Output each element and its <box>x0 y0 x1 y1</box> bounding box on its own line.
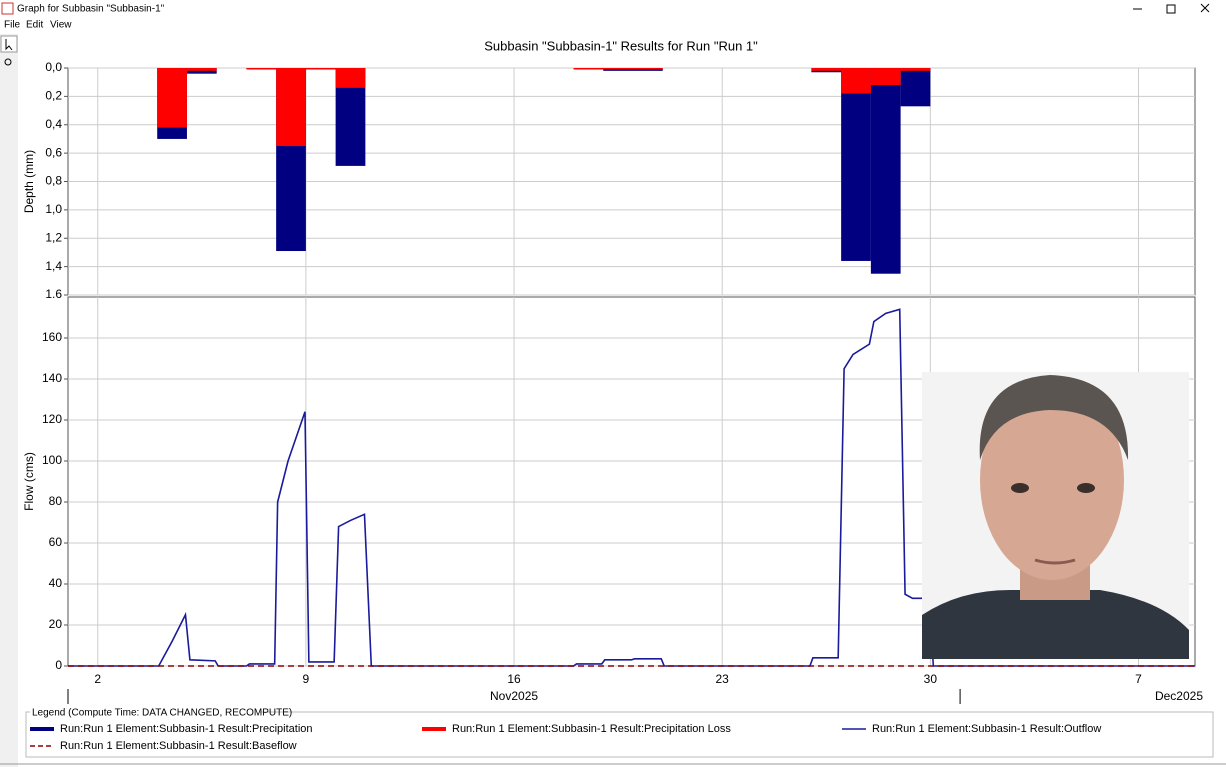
y-tick-label: 1,2 <box>45 230 62 244</box>
photo-eye <box>1011 483 1029 493</box>
bar <box>632 68 663 70</box>
window-title: Graph for Subbasin "Subbasin-1" <box>17 4 165 15</box>
toolbar <box>0 34 18 767</box>
photo-mouth <box>1034 558 1076 565</box>
close-button[interactable] <box>1200 3 1210 13</box>
arrow-icon <box>5 39 13 51</box>
select-tool[interactable] <box>0 35 18 53</box>
menu-item[interactable]: Edit <box>26 20 43 31</box>
bar <box>870 68 901 86</box>
bar <box>186 68 217 71</box>
bar <box>900 68 931 71</box>
y-tick-label: 0,2 <box>45 89 62 103</box>
y-tick-label: 0,6 <box>45 145 62 159</box>
menu-item[interactable]: View <box>50 20 72 31</box>
bar <box>305 68 336 70</box>
y-tick-label: 20 <box>49 617 63 631</box>
y-axis-label: Flow (cms) <box>22 452 36 511</box>
x-tick-label: 9 <box>303 672 310 686</box>
legend-label: Run:Run 1 Element:Subbasin-1 Result:Prec… <box>452 723 731 735</box>
y-axis-label: Depth (mm) <box>22 150 36 213</box>
y-tick-label: 140 <box>42 371 62 385</box>
plots: 0,0 0,2 0,4 0,6 0,8 1,0 1,2 1,4 1.6 Depth (mm) 2 9 1… <box>22 60 1203 704</box>
bar <box>841 68 871 94</box>
x-tick-label: 30 <box>924 672 938 686</box>
legend-label: Run:Run 1 Element:Subbasin-1 Result:Outf… <box>872 723 1101 735</box>
photo-face <box>980 380 1124 580</box>
bar <box>603 68 633 70</box>
y-tick-label: 100 <box>42 453 62 467</box>
bar <box>246 68 277 70</box>
zoom-tool[interactable] <box>4 58 12 66</box>
bar <box>841 68 871 261</box>
bar <box>573 68 604 70</box>
legend-box <box>25 711 1214 758</box>
legend: Run:Run 1 Element:Subbasin-1 Result:Prec… <box>30 723 1101 752</box>
bar <box>157 68 187 128</box>
y-tick-label: 1,4 <box>45 259 62 273</box>
y-tick-label: 160 <box>42 330 62 344</box>
y-tick-label: 1.6 <box>45 287 62 301</box>
y-tick-label: 80 <box>49 494 63 508</box>
x-tick-label: 2 <box>94 672 101 686</box>
y-tick-label: 0,0 <box>45 60 62 74</box>
legend-label: Run:Run 1 Element:Subbasin-1 Result:Base… <box>60 740 297 752</box>
photo-hair <box>979 375 1129 460</box>
flow-line <box>68 308 1195 667</box>
legend-label: Run:Run 1 Element:Subbasin-1 Result:Prec… <box>60 723 313 735</box>
app-icon <box>1 2 14 15</box>
menu-item[interactable]: File <box>4 20 21 31</box>
bar <box>335 68 366 88</box>
restore-button[interactable] <box>1166 4 1176 14</box>
x-tick-label: 23 <box>716 672 730 686</box>
bar <box>870 68 901 274</box>
y-tick-label: 40 <box>49 576 63 590</box>
y-tick-label: 120 <box>42 412 62 426</box>
x-tick-label: 7 <box>1135 672 1142 686</box>
y-tick-label: 0,8 <box>45 174 62 188</box>
bar <box>811 68 842 71</box>
graph-title: Subbasin "Subbasin-1" Results for Run "R… <box>484 38 758 53</box>
photo-shirt <box>922 590 1189 659</box>
x-tick-label: 16 <box>507 672 521 686</box>
photo <box>922 372 1189 659</box>
x-group-label: Nov2025 <box>490 689 538 703</box>
bar <box>900 68 931 107</box>
legend-title-bg <box>30 707 260 719</box>
y-tick-label: 1,0 <box>45 202 62 216</box>
x-group-label: Dec2025 <box>1155 689 1203 703</box>
y-tick-label: 0 <box>55 658 62 672</box>
y-tick-label: 0,4 <box>45 117 62 131</box>
y-tick-label: 60 <box>49 535 63 549</box>
legend-title: Legend (Compute Time: DATA CHANGED, RECO… <box>32 708 292 719</box>
photo-eye <box>1077 483 1095 493</box>
bar <box>276 68 306 147</box>
